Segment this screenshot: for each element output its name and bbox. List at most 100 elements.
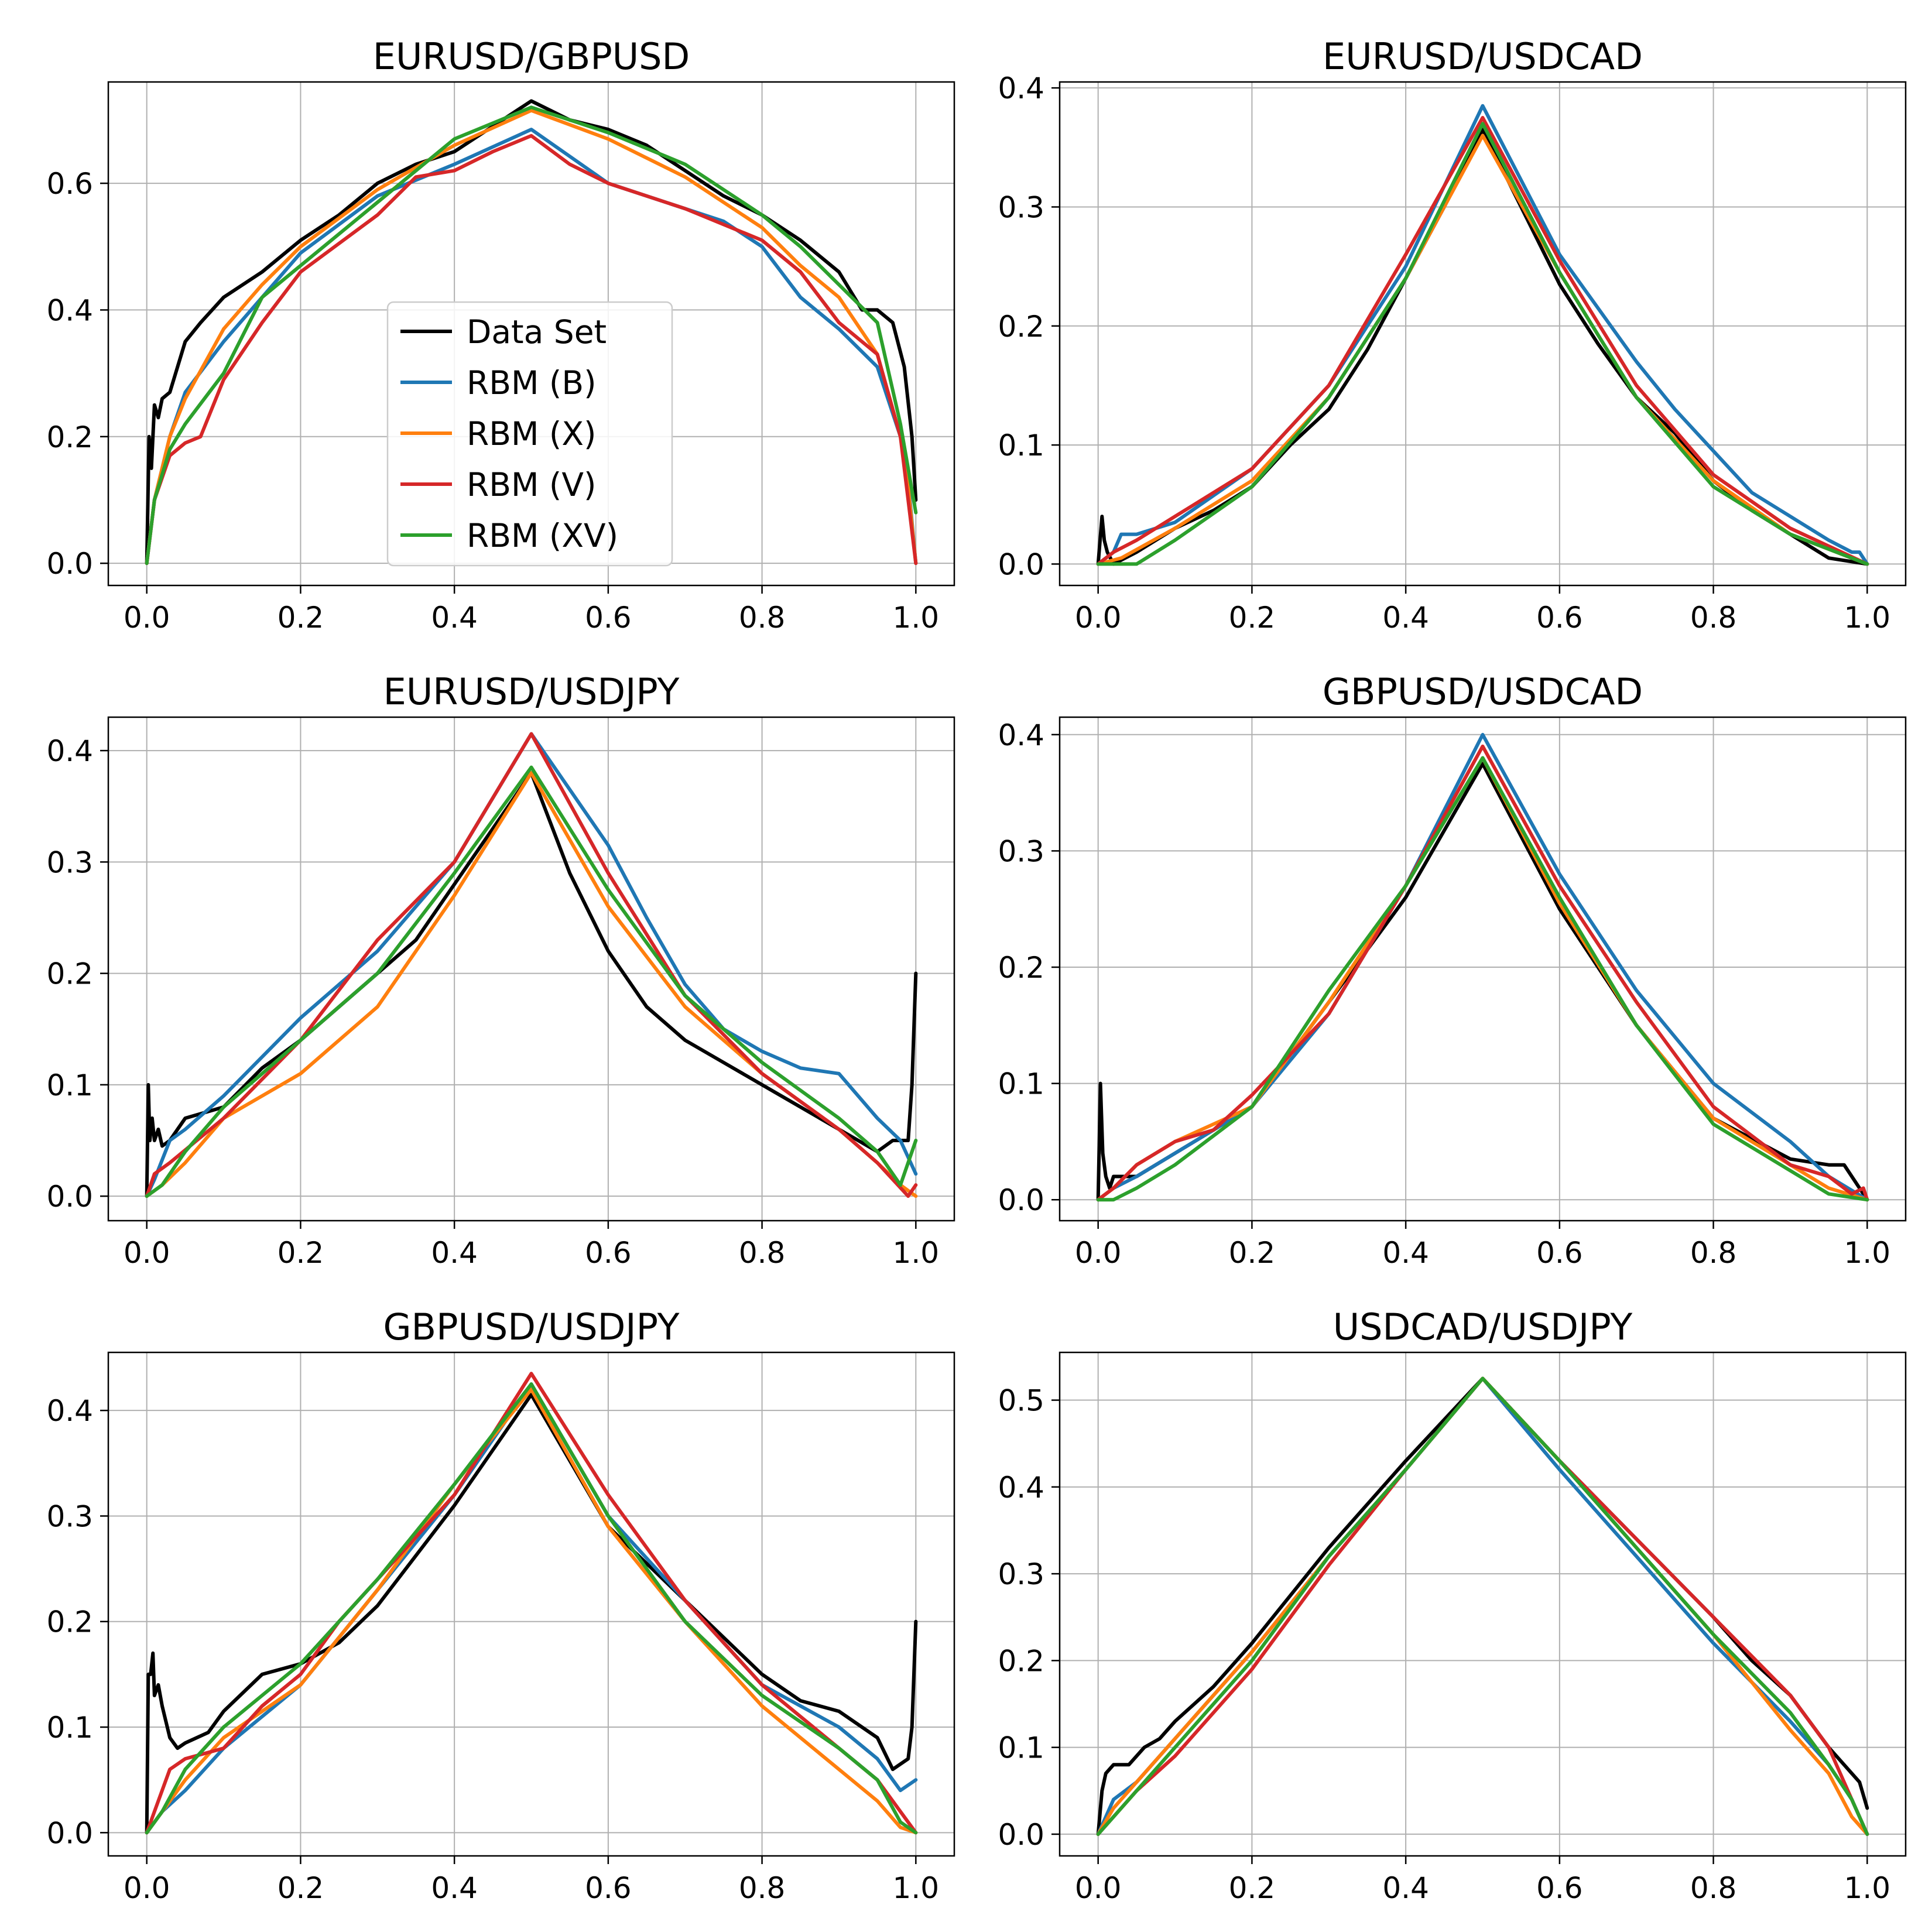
y-tick-label: 0.1 (998, 429, 1044, 463)
y-tick-label: 0.5 (998, 1384, 1044, 1418)
x-tick-label: 1.0 (893, 1871, 940, 1905)
axes-frame (107, 1351, 955, 1857)
y-tick-label: 0.2 (46, 420, 93, 454)
subplot-title: EURUSD/USDCAD (1323, 35, 1643, 78)
x-tick-label: 0.0 (1075, 1236, 1122, 1270)
y-tick-label: 0.1 (998, 1731, 1044, 1765)
series-line-rbm-v (1096, 744, 1869, 1202)
x-tick-label: 0.2 (1229, 1871, 1276, 1905)
subplot-title: USDCAD/USDJPY (1333, 1306, 1633, 1348)
series-line-rbm-xv (145, 105, 918, 566)
axes-frame (1059, 1351, 1907, 1857)
axes-frame (1059, 716, 1907, 1222)
series-line-rbm-v (145, 732, 918, 1198)
series-line-rbm-x (1096, 133, 1869, 566)
x-tick-label: 0.0 (124, 1871, 170, 1905)
y-tick-label: 0.4 (998, 71, 1044, 105)
y-tick-label: 0.3 (998, 834, 1044, 868)
y-tick-label: 0.2 (998, 951, 1044, 985)
y-tick-label: 0.3 (46, 1499, 93, 1533)
series-line-rbm-xv (1096, 1376, 1869, 1836)
y-tick-label: 0.2 (46, 957, 93, 991)
series-line-data-set (145, 1393, 918, 1835)
legend-label: RBM (X) (467, 415, 596, 453)
series-line-rbm-v (1096, 116, 1869, 566)
x-tick-label: 0.0 (124, 601, 170, 635)
y-tick-label: 0.1 (998, 1067, 1044, 1101)
legend: Data Set RBM (B) RBM (X) RBM (V) RBM (XV) (386, 301, 673, 567)
subplot-4: 0.0 0.2 0.4 0.6 0.8 1.0 0.0 0.1 0.2 0.3 0.4 GBPUSD/… (998, 670, 1907, 1270)
series-line-rbm-v (145, 1372, 918, 1835)
series-line-rbm-xv (145, 1382, 918, 1835)
subplot-3: 0.0 0.2 0.4 0.6 0.8 1.0 0.0 0.1 0.2 0.3 0.4 EURUSD/… (46, 670, 955, 1270)
x-tick-label: 0.4 (431, 1871, 478, 1905)
x-tick-label: 0.2 (278, 601, 324, 635)
x-tick-label: 0.2 (1229, 1236, 1276, 1270)
series-line-rbm-b (1096, 1376, 1869, 1836)
x-tick-label: 0.6 (585, 601, 632, 635)
y-tick-label: 0.4 (46, 293, 93, 327)
y-tick-label: 0.3 (998, 1557, 1044, 1591)
series-line-rbm-x (145, 1388, 918, 1835)
y-tick-label: 0.4 (998, 718, 1044, 752)
series-line-rbm-b (1096, 732, 1869, 1202)
x-tick-label: 0.6 (1536, 601, 1583, 635)
y-tick-label: 0.4 (46, 734, 93, 768)
x-tick-label: 1.0 (893, 1236, 940, 1270)
subplot-title: EURUSD/USDJPY (383, 670, 680, 713)
x-tick-label: 0.8 (739, 601, 786, 635)
series-line-rbm-x (1096, 756, 1869, 1202)
y-tick-label: 0.0 (46, 547, 93, 581)
y-tick-label: 0.0 (998, 1818, 1044, 1852)
series-line-rbm-xv (1096, 756, 1869, 1202)
series-line-rbm-v (1096, 1376, 1869, 1836)
x-tick-label: 0.6 (1536, 1871, 1583, 1905)
x-tick-label: 0.8 (739, 1871, 786, 1905)
x-tick-label: 0.4 (1382, 601, 1429, 635)
y-tick-label: 0.1 (46, 1711, 93, 1745)
series-line-rbm-v (145, 133, 918, 566)
y-tick-label: 0.2 (46, 1605, 93, 1639)
x-tick-label: 0.8 (1690, 1236, 1737, 1270)
x-tick-label: 1.0 (1844, 1236, 1891, 1270)
legend-label: RBM (V) (467, 466, 596, 503)
x-tick-label: 0.2 (278, 1871, 324, 1905)
x-tick-label: 0.8 (1690, 601, 1737, 635)
y-tick-label: 0.3 (46, 845, 93, 879)
legend-label: Data Set (467, 313, 607, 351)
x-tick-label: 1.0 (1844, 601, 1891, 635)
series-line-rbm-xv (145, 765, 918, 1198)
axes-frame (107, 81, 955, 587)
x-tick-label: 0.6 (585, 1871, 632, 1905)
x-tick-label: 0.2 (278, 1236, 324, 1270)
x-tick-label: 0.8 (1690, 1871, 1737, 1905)
series-line-rbm-xv (1096, 122, 1869, 566)
x-tick-label: 0.4 (431, 1236, 478, 1270)
legend-label: RBM (XV) (467, 517, 618, 554)
x-tick-label: 0.0 (124, 1236, 170, 1270)
series-line-data-set (1096, 128, 1869, 566)
x-tick-label: 0.4 (431, 601, 478, 635)
legend-label: RBM (B) (467, 364, 597, 402)
series-line-rbm-b (1096, 104, 1869, 566)
y-tick-label: 0.4 (46, 1394, 93, 1428)
axes-frame (107, 716, 955, 1222)
series-line-rbm-b (145, 1382, 918, 1835)
x-tick-label: 0.0 (1075, 1871, 1122, 1905)
x-tick-label: 0.0 (1075, 601, 1122, 635)
y-tick-label: 0.2 (998, 1644, 1044, 1678)
y-tick-label: 0.1 (46, 1068, 93, 1102)
x-tick-label: 0.2 (1229, 601, 1276, 635)
x-tick-label: 0.6 (1536, 1236, 1583, 1270)
subplot-2: 0.0 0.2 0.4 0.6 0.8 1.0 0.0 0.1 0.2 0.3 0.4 EURUSD/… (998, 35, 1907, 635)
y-tick-label: 0.4 (998, 1471, 1044, 1505)
series-line-data-set (145, 771, 918, 1198)
subplot-title: GBPUSD/USDCAD (1323, 670, 1643, 713)
x-tick-label: 0.8 (739, 1236, 786, 1270)
y-tick-label: 0.0 (998, 1183, 1044, 1217)
series-line-data-set (1096, 1376, 1869, 1836)
x-tick-label: 1.0 (893, 601, 940, 635)
x-tick-label: 1.0 (1844, 1871, 1891, 1905)
subplot-5: 0.0 0.2 0.4 0.6 0.8 1.0 0.0 0.1 0.2 0.3 0.4 GBPUSD/… (46, 1306, 955, 1905)
